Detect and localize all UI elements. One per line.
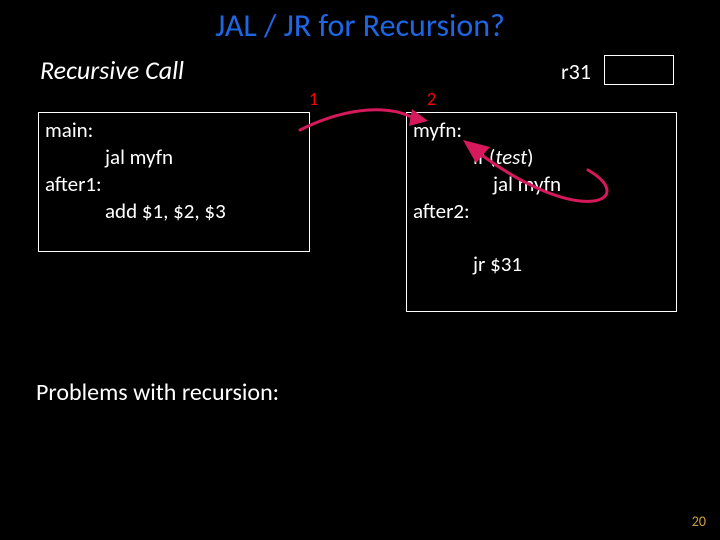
code-text: ) (527, 144, 533, 170)
arrow-path-1 (300, 110, 416, 130)
code-text: if ( (473, 144, 495, 170)
page-number: 20 (692, 513, 706, 530)
annotation-one: 1 (309, 88, 318, 110)
code-line: myfn: (413, 117, 670, 144)
code-line: after2: (413, 198, 670, 225)
code-line: after1: (45, 171, 303, 198)
code-box-myfn: myfn: if (test) jal myfn after2: jr $31 (406, 112, 677, 312)
code-line: jr $31 (413, 251, 670, 278)
slide-title: JAL / JR for Recursion? (0, 6, 720, 45)
annotation-two: 2 (427, 88, 436, 110)
problems-label: Problems with recursion: (36, 378, 279, 407)
register-box (604, 55, 674, 85)
code-line: jal myfn (45, 144, 303, 171)
code-line: main: (45, 117, 303, 144)
code-line: jal myfn (413, 171, 670, 198)
slide-subtitle: Recursive Call (40, 54, 184, 86)
register-label: r31 (561, 58, 591, 85)
code-line (413, 225, 670, 252)
code-line: add $1, $2, $3 (45, 198, 303, 225)
code-text-italic: test (495, 144, 527, 170)
code-line: if (test) (413, 144, 670, 171)
code-box-main: main: jal myfn after1: add $1, $2, $3 (38, 112, 310, 252)
